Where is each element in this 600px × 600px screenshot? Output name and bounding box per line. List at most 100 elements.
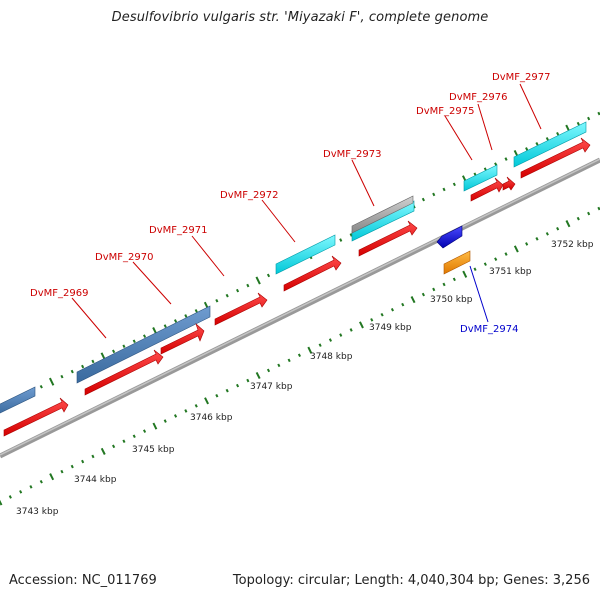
- minor-tick: [39, 479, 43, 484]
- minor-tick: [81, 364, 85, 369]
- minor-tick: [587, 116, 591, 121]
- minor-tick: [39, 384, 43, 389]
- minor-tick: [452, 277, 456, 282]
- cds-arrow-2972[interactable]: [214, 292, 268, 326]
- gene-label-dvmf-2974[interactable]: DvMF_2974: [460, 324, 518, 335]
- label-connectors: [71, 83, 542, 339]
- gene-label-dvmf-2970[interactable]: DvMF_2970: [95, 252, 153, 263]
- cds-arrow-2971[interactable]: [160, 323, 205, 355]
- minor-tick: [380, 312, 384, 317]
- minor-tick: [452, 182, 456, 187]
- cds-arrow-2969[interactable]: [3, 397, 69, 437]
- minor-tick: [421, 197, 425, 202]
- minor-tick: [535, 237, 539, 241]
- minor-tick: [266, 368, 271, 373]
- minor-tick: [339, 333, 343, 337]
- summary-text: Topology: circular; Length: 4,040,304 bp…: [232, 573, 590, 588]
- minor-tick: [483, 167, 487, 171]
- minor-tick: [132, 434, 136, 439]
- minor-tick: [163, 419, 167, 423]
- minor-tick: [225, 293, 229, 298]
- tick-label: 3752 kbp: [551, 240, 594, 250]
- minor-tick: [442, 187, 446, 192]
- gene-label-dvmf-2971[interactable]: DvMF_2971: [149, 225, 207, 236]
- feature-dvmf-2969-outer[interactable]: [0, 386, 36, 415]
- minor-tick: [163, 324, 167, 328]
- cds-arrow-2974-reverse[interactable]: [443, 250, 471, 275]
- major-tick: [410, 296, 416, 304]
- minor-tick: [194, 309, 198, 313]
- cds-arrow-2973[interactable]: [283, 255, 342, 292]
- feature-dvmf-2974-blue[interactable]: [436, 225, 468, 258]
- minor-tick: [173, 414, 178, 418]
- minor-tick: [328, 338, 333, 342]
- feature-dvmf-2977-cyan[interactable]: [513, 121, 587, 168]
- major-tick: [49, 377, 55, 386]
- feature-dvmf-2975-cyan[interactable]: [463, 164, 498, 192]
- minor-tick: [576, 216, 580, 221]
- tick-label: 3748 kbp: [310, 352, 353, 362]
- minor-tick: [556, 226, 560, 231]
- cds-arrow-2977[interactable]: [520, 137, 591, 179]
- minor-tick: [60, 374, 64, 379]
- major-tick: [100, 447, 106, 455]
- minor-tick: [70, 464, 74, 469]
- minor-tick: [442, 282, 446, 287]
- minor-tick: [545, 137, 549, 141]
- gene-label-dvmf-2969[interactable]: DvMF_2969: [30, 288, 88, 299]
- minor-tick: [597, 111, 600, 116]
- minor-tick: [81, 459, 85, 464]
- gene-label-dvmf-2973[interactable]: DvMF_2973: [323, 149, 381, 160]
- feature-track: [0, 121, 591, 437]
- tick-label: 3749 kbp: [369, 323, 412, 333]
- minor-tick: [277, 363, 281, 368]
- major-tick: [49, 473, 55, 481]
- cds-arrow-2970[interactable]: [84, 349, 164, 396]
- major-tick: [359, 321, 364, 329]
- minor-tick: [535, 142, 539, 146]
- cds-arrow-2974a[interactable]: [358, 220, 418, 257]
- minor-tick: [142, 334, 147, 338]
- minor-tick: [576, 121, 580, 126]
- minor-tick: [112, 349, 116, 354]
- tick-label: 3744 kbp: [74, 475, 117, 485]
- major-tick: [204, 397, 209, 405]
- feature-dvmf-2973-gray[interactable]: [351, 195, 414, 234]
- minor-tick: [266, 273, 271, 278]
- feature-dvmf-2970-outer[interactable]: [76, 305, 211, 384]
- minor-tick: [597, 206, 600, 211]
- minor-tick: [225, 388, 229, 393]
- minor-tick: [112, 444, 116, 449]
- minor-tick: [19, 490, 23, 494]
- minor-tick: [494, 162, 498, 166]
- feature-dvmf-2972-cyan[interactable]: [275, 234, 336, 275]
- gene-label-dvmf-2972[interactable]: DvMF_2972: [220, 190, 278, 201]
- tick-label: 3751 kbp: [489, 267, 532, 277]
- map-title: Desulfovibrio vulgaris str. 'Miyazaki F'…: [111, 10, 489, 25]
- minor-tick: [246, 378, 250, 383]
- minor-tick: [370, 318, 374, 322]
- gene-label-dvmf-2975[interactable]: DvMF_2975: [416, 106, 474, 117]
- gene-label-dvmf-2976[interactable]: DvMF_2976: [449, 92, 507, 103]
- tick-label: 3746 kbp: [190, 413, 233, 423]
- minor-tick: [246, 283, 250, 288]
- cds-arrow-2975[interactable]: [470, 177, 504, 202]
- accession-text: Accession: NC_011769: [9, 573, 157, 588]
- minor-tick: [91, 454, 95, 459]
- minor-tick: [473, 267, 477, 272]
- major-tick: [565, 220, 571, 228]
- minor-tick: [287, 358, 291, 363]
- gene-label-dvmf-2977[interactable]: DvMF_2977: [492, 72, 550, 83]
- cds-arrow-2976[interactable]: [502, 176, 516, 191]
- major-tick: [0, 499, 3, 506]
- tick-label-group: 3743 kbp 3744 kbp 3745 kbp 3746 kbp 3747 kbp…: [16, 240, 594, 517]
- minor-tick: [142, 429, 147, 433]
- minor-tick: [91, 359, 95, 364]
- minor-tick: [401, 302, 405, 307]
- minor-tick: [70, 369, 74, 374]
- minor-tick: [60, 469, 64, 474]
- minor-tick: [504, 252, 508, 256]
- minor-tick: [215, 298, 219, 303]
- minor-tick: [349, 328, 353, 332]
